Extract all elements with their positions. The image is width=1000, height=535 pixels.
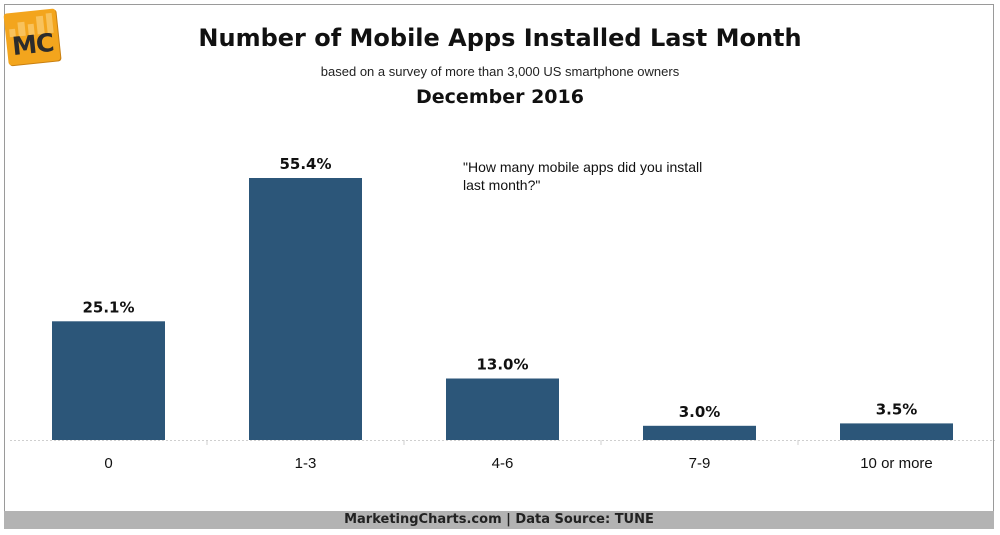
bar-value-label-3: 13.0% xyxy=(476,356,528,374)
bar-3 xyxy=(446,378,559,440)
x-tick-label-4: 7-9 xyxy=(689,455,711,472)
chart-title: Number of Mobile Apps Installed Last Mon… xyxy=(198,24,802,52)
bar-value-label-4: 3.0% xyxy=(679,403,721,421)
bar-5 xyxy=(840,423,953,440)
x-tick-label-3: 4-6 xyxy=(492,455,514,472)
bar-value-label-5: 3.5% xyxy=(876,400,918,418)
survey-question-annotation: "How many mobile apps did you install la… xyxy=(463,159,703,193)
bar-value-label-2: 55.4% xyxy=(279,155,331,173)
bar-1 xyxy=(52,321,165,440)
bar-2 xyxy=(249,178,362,440)
footer-source: MarketingCharts.com | Data Source: TUNE xyxy=(4,511,994,529)
chart-subtitle: based on a survey of more than 3,000 US … xyxy=(320,64,680,79)
x-tick-label-1: 0 xyxy=(104,455,112,472)
x-tick-label-5: 10 or more xyxy=(860,455,933,472)
bar-value-label-1: 25.1% xyxy=(82,298,134,316)
x-tick-label-2: 1-3 xyxy=(295,455,317,472)
bar-4 xyxy=(643,425,756,440)
chart-frame xyxy=(4,4,994,529)
chart-date: December 2016 xyxy=(416,86,584,108)
